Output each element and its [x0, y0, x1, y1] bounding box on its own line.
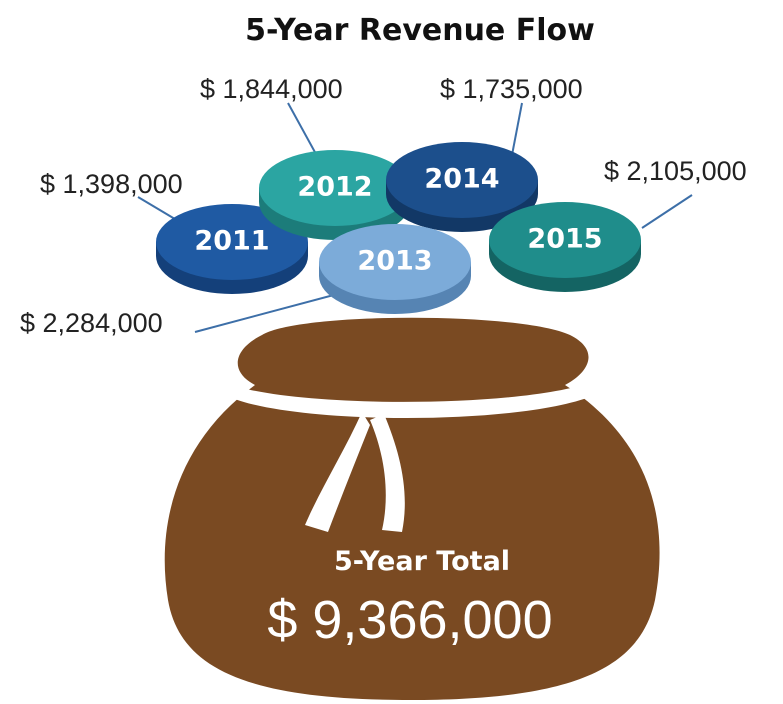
year-label: 2015	[527, 224, 602, 255]
year-label: 2011	[194, 226, 269, 257]
coin: 2015	[489, 202, 641, 292]
amount-label: $ 1,735,000	[440, 74, 583, 104]
total-amount: $ 9,366,000	[267, 590, 552, 650]
year-label: 2012	[297, 172, 372, 203]
amount-label: $ 1,844,000	[200, 74, 343, 104]
title: 5-Year Revenue Flow	[245, 13, 595, 48]
year-label: 2014	[424, 164, 499, 195]
year-label: 2013	[357, 246, 432, 277]
amount-label: $ 2,105,000	[604, 156, 747, 186]
amount-label: $ 2,284,000	[20, 308, 163, 338]
coin: 2013	[319, 224, 471, 314]
coins: 2011 2012 2014 2015 2013	[156, 142, 641, 314]
total-label: 5-Year Total	[334, 546, 510, 577]
amount-label: $ 1,398,000	[40, 169, 183, 199]
infographic: 5-Year Revenue Flow 2011 2012 2014 2015 2013…	[0, 0, 783, 704]
